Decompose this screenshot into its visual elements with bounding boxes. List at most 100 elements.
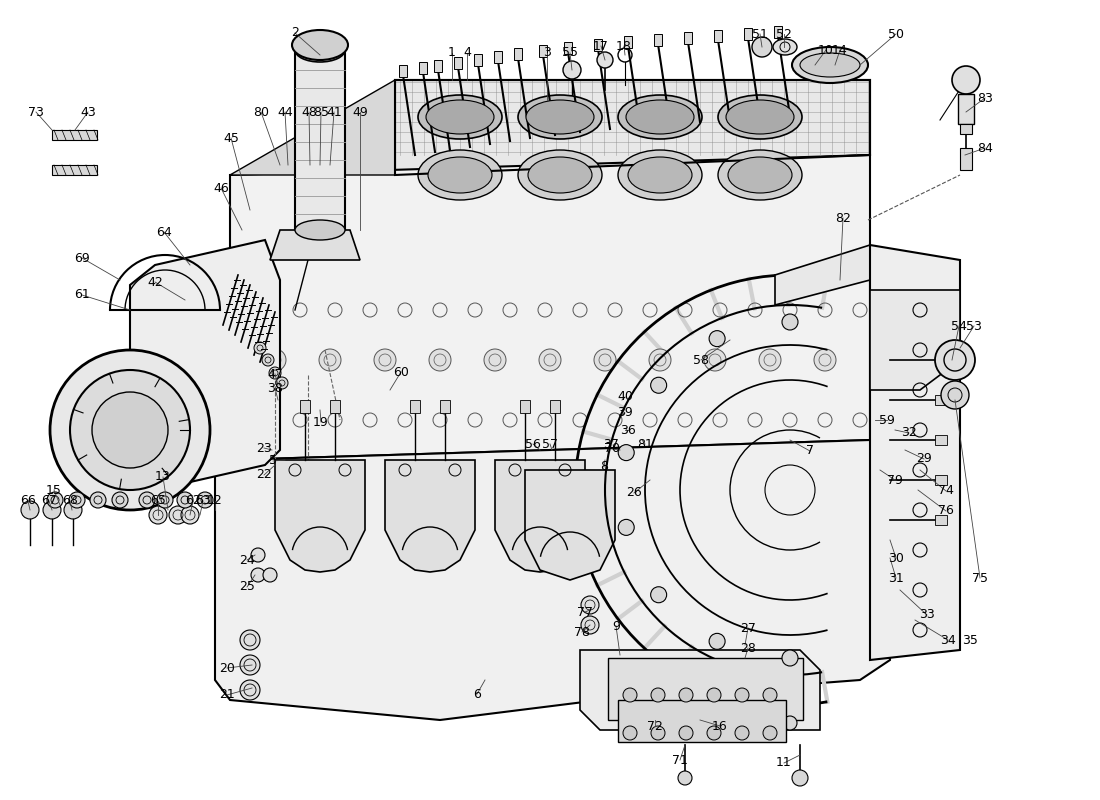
Circle shape: [783, 716, 798, 730]
Text: 29: 29: [916, 453, 932, 466]
Text: 66: 66: [20, 494, 36, 507]
Circle shape: [707, 688, 721, 702]
Ellipse shape: [792, 47, 868, 83]
Bar: [618, 700, 786, 742]
Circle shape: [539, 349, 561, 371]
Text: 43: 43: [80, 106, 96, 118]
Ellipse shape: [628, 157, 692, 193]
Circle shape: [707, 726, 721, 740]
Text: 60: 60: [393, 366, 409, 378]
Polygon shape: [214, 440, 890, 720]
Bar: [935, 475, 947, 485]
Polygon shape: [525, 470, 615, 580]
Text: 5: 5: [270, 454, 277, 467]
Circle shape: [651, 586, 667, 602]
Circle shape: [21, 501, 38, 519]
Text: 2: 2: [292, 26, 299, 39]
Bar: [935, 395, 947, 405]
Bar: [550, 400, 560, 413]
Bar: [594, 39, 602, 51]
Text: 24: 24: [239, 554, 255, 566]
Text: 56: 56: [525, 438, 541, 450]
Circle shape: [649, 349, 671, 371]
Text: 52: 52: [777, 27, 792, 41]
Circle shape: [759, 349, 781, 371]
Ellipse shape: [773, 39, 798, 55]
Circle shape: [139, 492, 155, 508]
Text: 64: 64: [156, 226, 172, 238]
Bar: [520, 400, 530, 413]
Circle shape: [597, 52, 613, 68]
Circle shape: [935, 340, 975, 380]
Circle shape: [594, 349, 616, 371]
Circle shape: [814, 349, 836, 371]
Circle shape: [264, 349, 286, 371]
Text: 10: 10: [818, 43, 834, 57]
Text: 18: 18: [616, 39, 631, 53]
Text: 42: 42: [147, 275, 163, 289]
Bar: [624, 36, 632, 48]
Polygon shape: [870, 245, 960, 660]
Circle shape: [50, 350, 210, 510]
Text: 69: 69: [74, 251, 90, 265]
Text: 73: 73: [29, 106, 44, 118]
Circle shape: [70, 370, 190, 490]
Text: 49: 49: [352, 106, 367, 118]
Circle shape: [651, 726, 666, 740]
Text: 58: 58: [693, 354, 710, 366]
Bar: [960, 124, 972, 134]
Text: 48: 48: [301, 106, 317, 118]
Ellipse shape: [726, 100, 794, 134]
Polygon shape: [870, 290, 960, 390]
Text: 14: 14: [832, 43, 848, 57]
Bar: [454, 57, 462, 69]
Text: 15: 15: [46, 483, 62, 497]
Text: 70: 70: [604, 442, 620, 455]
Ellipse shape: [418, 95, 502, 139]
Circle shape: [651, 688, 666, 702]
Bar: [295, 50, 345, 230]
Bar: [935, 515, 947, 525]
Bar: [440, 400, 450, 413]
Circle shape: [270, 367, 280, 379]
Ellipse shape: [728, 157, 792, 193]
Text: 68: 68: [62, 494, 78, 507]
Bar: [330, 400, 340, 413]
Circle shape: [678, 771, 692, 785]
Text: 23: 23: [256, 442, 272, 454]
Ellipse shape: [528, 157, 592, 193]
Text: 20: 20: [219, 662, 235, 674]
Text: 74: 74: [938, 485, 954, 498]
Circle shape: [735, 726, 749, 740]
Text: 40: 40: [617, 390, 632, 403]
Bar: [654, 34, 662, 46]
Circle shape: [710, 634, 725, 650]
Bar: [684, 32, 692, 44]
Text: 45: 45: [223, 131, 239, 145]
Bar: [399, 65, 407, 77]
Text: 72: 72: [647, 719, 663, 733]
Circle shape: [276, 377, 288, 389]
Text: 83: 83: [977, 91, 993, 105]
Circle shape: [197, 492, 213, 508]
Text: 38: 38: [267, 382, 283, 394]
Circle shape: [782, 650, 797, 666]
Text: 25: 25: [239, 581, 255, 594]
Text: 17: 17: [593, 39, 609, 53]
Circle shape: [251, 548, 265, 562]
Circle shape: [240, 630, 260, 650]
Circle shape: [262, 354, 274, 366]
Text: 63: 63: [195, 494, 211, 507]
Bar: [774, 26, 782, 38]
Text: 51: 51: [752, 27, 768, 41]
Circle shape: [90, 492, 106, 508]
Circle shape: [651, 378, 667, 394]
Text: 3: 3: [543, 46, 551, 59]
Text: 84: 84: [977, 142, 993, 154]
Text: 46: 46: [213, 182, 229, 194]
Circle shape: [429, 349, 451, 371]
Circle shape: [679, 688, 693, 702]
Bar: [539, 45, 547, 57]
Circle shape: [92, 392, 168, 468]
Text: 62: 62: [185, 494, 201, 507]
